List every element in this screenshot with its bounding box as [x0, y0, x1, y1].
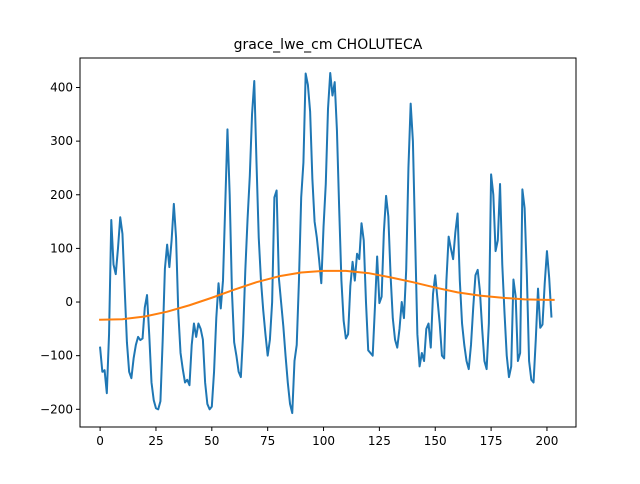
- x-tick-label: 25: [148, 434, 163, 448]
- series-line-2: [99, 269, 555, 321]
- x-tick-label: 75: [260, 434, 275, 448]
- x-tick-label: 100: [312, 434, 335, 448]
- y-tick-label: 0: [65, 295, 73, 309]
- y-tick-label: 200: [50, 188, 73, 202]
- y-tick-label: 300: [50, 134, 73, 148]
- x-tick-label: 150: [424, 434, 447, 448]
- x-tick-label: 125: [368, 434, 391, 448]
- y-tick-label: 400: [50, 80, 73, 94]
- x-tick-label: 175: [480, 434, 503, 448]
- x-tick-label: 50: [204, 434, 219, 448]
- chart-title: grace_lwe_cm CHOLUTECA: [234, 37, 423, 53]
- series-line-1: [99, 72, 553, 415]
- axes-frame: [79, 57, 577, 428]
- y-tick-label: −100: [40, 349, 73, 363]
- y-tick-label: 100: [50, 241, 73, 255]
- plot-area: 0 25 50 75 100 125 150 175 200 −200 −100 0 100 200 300…: [40, 57, 577, 448]
- x-tick-label: 200: [536, 434, 559, 448]
- y-tick-label: −200: [40, 402, 73, 416]
- x-tick-label: 0: [96, 434, 104, 448]
